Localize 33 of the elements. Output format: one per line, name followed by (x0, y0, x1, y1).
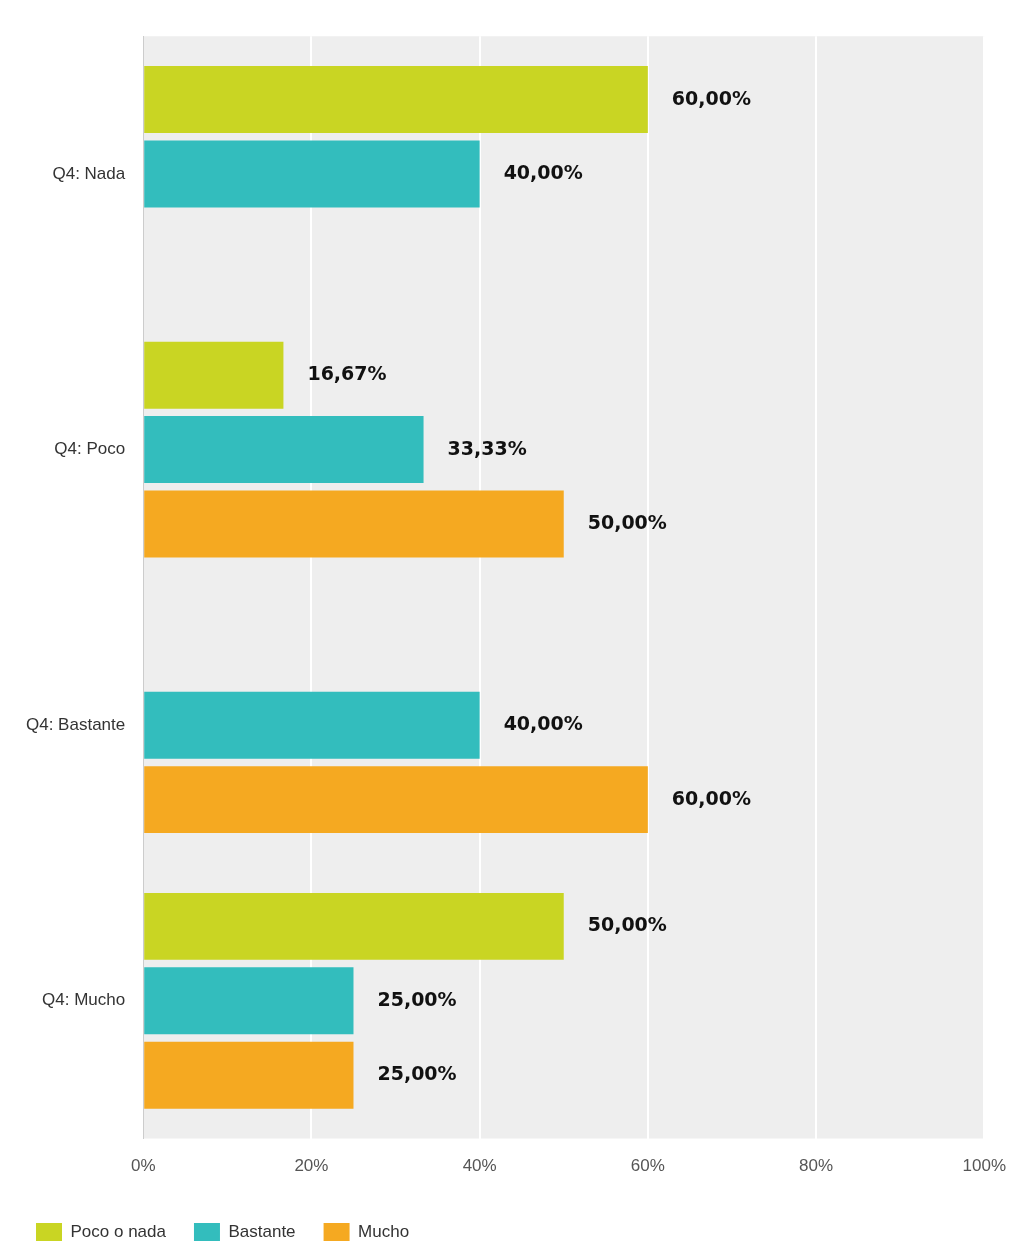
bar (144, 1041, 354, 1109)
x-tick-label: 80% (799, 1156, 834, 1176)
data-label: 60,00% (671, 86, 751, 109)
data-label: 60,00% (671, 786, 751, 809)
bar (144, 892, 564, 960)
y-tick-label: Q4: Poco (54, 439, 126, 459)
legend-label: Mucho (358, 1221, 410, 1241)
legend-label: Poco o nada (70, 1221, 167, 1241)
bar (144, 766, 648, 834)
data-label: 40,00% (503, 160, 583, 183)
bar (144, 490, 564, 558)
x-tick-label: 0% (130, 1156, 156, 1176)
x-tick-label: 60% (630, 1156, 665, 1176)
data-label: 25,00% (377, 987, 457, 1010)
x-tick-label: 100% (962, 1156, 1006, 1176)
bar (144, 341, 284, 409)
bar (144, 66, 648, 134)
x-tick-label: 40% (462, 1156, 497, 1176)
data-label: 33,33% (447, 436, 527, 459)
data-label: 16,67% (307, 362, 387, 385)
y-tick-label: Q4: Mucho (42, 990, 126, 1010)
bar (144, 416, 424, 484)
data-label: 50,00% (587, 913, 667, 936)
bar (144, 140, 480, 208)
data-label: 25,00% (377, 1062, 457, 1085)
y-tick-label: Q4: Nada (52, 163, 126, 183)
bar (144, 967, 354, 1035)
bar (144, 691, 480, 759)
legend-label: Bastante (228, 1221, 296, 1241)
data-label: 40,00% (503, 712, 583, 735)
data-label: 50,00% (587, 510, 667, 533)
x-tick-label: 20% (294, 1156, 329, 1176)
y-tick-label: Q4: Bastante (25, 714, 126, 734)
